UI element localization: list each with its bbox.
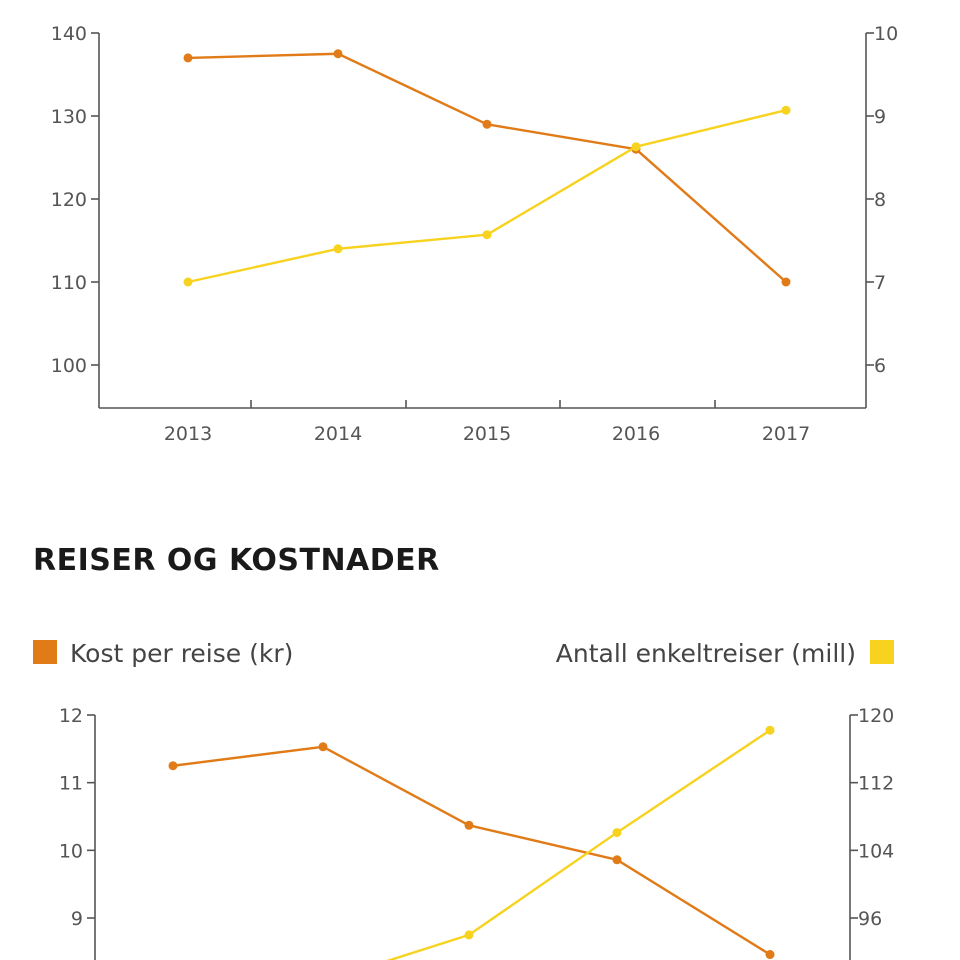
chart-1-series-line-2 [187,109,787,284]
chart-2-legend: Kost per reise (kr) Antall enkeltreiser … [33,639,894,668]
legend-swatch-trips [870,640,894,664]
chart-1-x-tick-label: 2017 [762,423,810,445]
chart-1-series-2-point [631,142,641,152]
chart-1-series-1-point [482,119,492,129]
chart-1: 100 110 120 130 140 6 7 8 9 10 2013 2014 2015 2016 2… [51,23,898,445]
chart-2-right-tick-label: 96 [858,908,882,930]
legend-swatch-cost [33,640,57,664]
chart-1-right-tick-label: 10 [874,23,898,45]
chart-1-left-tick-label: 140 [51,23,87,45]
chart-2-title: REISER OG KOSTNADER [33,543,440,578]
chart-1-left-tick-label: 110 [51,272,87,294]
chart-1-right-tick-label: 9 [874,106,886,128]
chart-2-right-tick-label: 104 [858,840,894,862]
chart-1-x-tick-label: 2016 [612,423,660,445]
chart-1-right-tick-label: 8 [874,189,886,211]
chart-1-left-tick-label: 120 [51,189,87,211]
chart-1-series-line-1 [187,52,787,283]
chart-2-series-line-1 [172,745,771,956]
chart-1-series-2-point [183,277,193,287]
chart-1-x-tick-label: 2014 [314,423,362,445]
chart-1-right-tick-label: 6 [874,355,886,377]
chart-2-left-tick-label: 9 [71,908,83,930]
chart-2-left-tick-label: 11 [59,773,83,795]
chart-1-x-tick-label: 2015 [463,423,511,445]
chart-2-series-1-point [464,820,474,830]
chart-1-series-1-point [781,277,791,287]
chart-2-right-tick-label: 120 [858,705,894,727]
chart-1-left-tick-label: 100 [51,355,87,377]
chart-2-series-1-point [318,742,328,752]
chart-2-series-2-point [765,725,775,735]
chart-2-series-2-point [464,930,474,940]
chart-2-series-1-point [612,855,622,865]
chart-2-series-1-point [168,761,178,771]
chart-2-series-line-2 [386,729,771,960]
chart-1-left-tick-label: 130 [51,106,87,128]
chart-2-series-2-point [612,828,622,838]
chart-1-right-tick-label: 7 [874,272,886,294]
chart-1-series-2-point [482,230,492,240]
chart-2-series-1-point [765,950,775,960]
chart-2-right-tick-label: 112 [858,773,894,795]
legend-label-cost: Kost per reise (kr) [70,639,293,668]
chart-2: 9 10 11 12 96 104 112 120 [59,705,894,960]
chart-2-left-tick-label: 10 [59,840,83,862]
chart-1-series-1-point [183,53,193,63]
chart-1-series-2-point [781,105,791,115]
chart-1-series-1-point [333,49,343,59]
chart-1-series-2-point [333,244,343,254]
legend-label-trips: Antall enkeltreiser (mill) [556,639,856,668]
chart-2-left-tick-label: 12 [59,705,83,727]
chart-1-x-tick-label: 2013 [164,423,212,445]
